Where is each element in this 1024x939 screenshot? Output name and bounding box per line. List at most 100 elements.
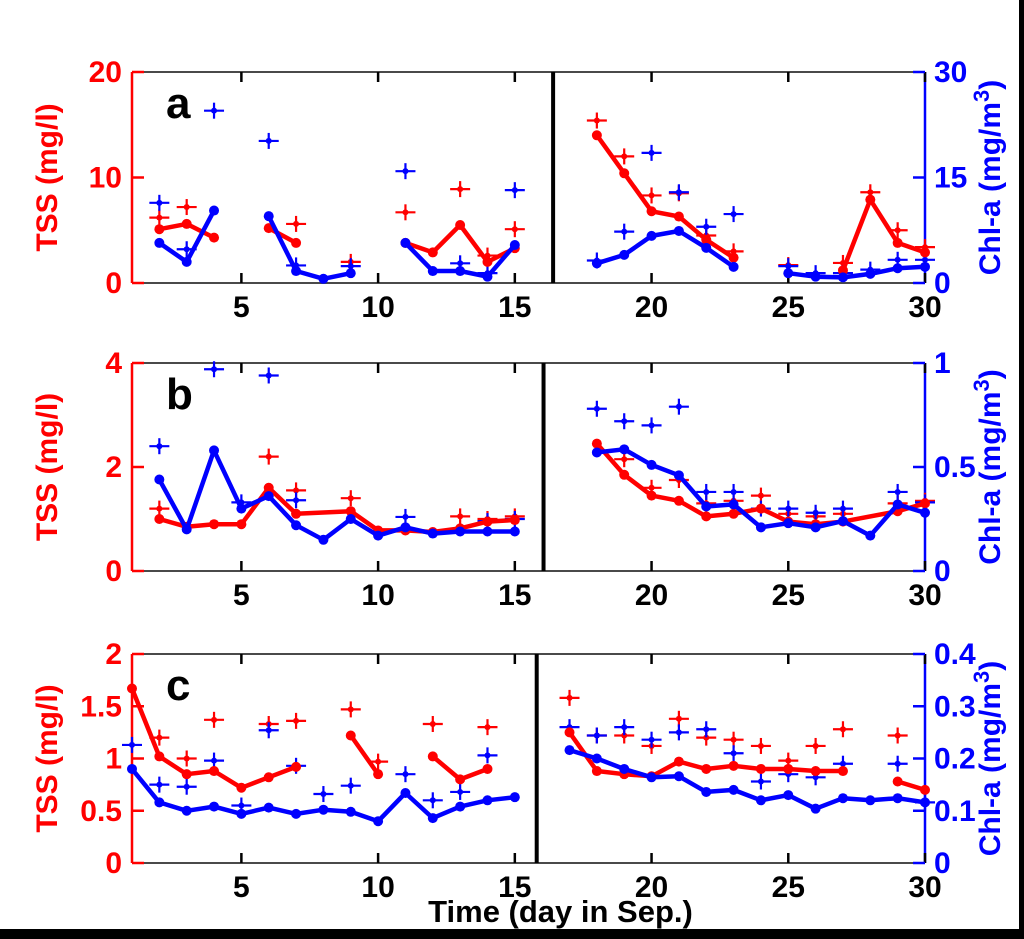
chla-insitu-line-point: [646, 772, 657, 783]
chla-insitu-line-point: [318, 534, 329, 545]
chla-insitu-line-point: [509, 240, 520, 251]
tss-insitu-line-point: [209, 519, 220, 530]
tss-insitu-line-point: [619, 168, 630, 179]
chla-insitu-line-point: [920, 797, 930, 808]
tss-insitu-line-point: [755, 503, 766, 514]
right-tick-label: 1: [934, 347, 951, 380]
tss-satellite-points-marker: [286, 712, 307, 729]
tss-insitu-line-point: [783, 763, 794, 774]
screen-edge-bottom: [0, 929, 1024, 939]
right-tick-label: 0.5: [934, 451, 976, 484]
chla-insitu-line-point: [837, 516, 848, 527]
chla-insitu-line-point: [728, 261, 739, 272]
chla-satellite-points-marker: [641, 144, 662, 161]
right-tick-label: 0.2: [934, 743, 976, 776]
tss-satellite-points-marker: [176, 750, 197, 767]
tss-insitu-line-point: [345, 506, 356, 517]
chla-insitu-line-point: [810, 271, 821, 282]
chla-satellite-points-marker: [723, 206, 744, 223]
tss-satellite-points-marker: [286, 215, 307, 232]
tss-insitu-line-point: [837, 766, 848, 777]
chla-insitu-line-point: [455, 526, 466, 537]
x-tick-label: 15: [498, 291, 531, 324]
chla-satellite-points-marker: [614, 223, 635, 240]
tss-insitu-line-point: [509, 515, 520, 526]
tss-insitu-line-segment: [266, 225, 299, 246]
chla-insitu-line-point: [810, 803, 821, 814]
chla-insitu-line-point: [783, 518, 794, 529]
panel-letter-c: c: [166, 661, 190, 710]
chla-satellite-points-marker: [614, 413, 635, 430]
tss-insitu-line-segment: [594, 133, 736, 260]
chla-insitu-line-point: [783, 268, 794, 279]
tss-insitu-line-point: [455, 774, 466, 785]
chla-satellite-points-marker: [313, 786, 334, 803]
chla-insitu-line-point: [236, 503, 247, 514]
tss-satellite-points-marker: [422, 716, 443, 733]
chla-insitu-line-point: [591, 753, 602, 764]
right-tick-label: 0: [934, 847, 951, 880]
chla-insitu-line-point: [837, 272, 848, 283]
right-tick-label: 30: [934, 56, 967, 89]
left-tick-label: 1.5: [80, 690, 122, 723]
left-tick-label: 2: [105, 638, 122, 671]
chla-satellite-points-marker: [176, 778, 197, 795]
chla-insitu-line-point: [920, 261, 930, 272]
chla-insitu-line-point: [373, 530, 384, 541]
tss-insitu-line-point: [291, 508, 302, 519]
tss-insitu-line-point: [236, 782, 247, 793]
chla-insitu-line-point: [837, 793, 848, 804]
chla-insitu-line-point: [810, 522, 821, 533]
chla-insitu-line-point: [673, 771, 684, 782]
left-tick-label: 1: [105, 743, 122, 776]
chla-satellite-points-marker: [395, 508, 416, 525]
tss-satellite-points-marker: [340, 490, 361, 507]
tss-insitu-line-point: [181, 218, 192, 229]
chla-insitu-line-point: [209, 445, 220, 456]
tss-satellite-points-marker: [559, 689, 580, 706]
chla-insitu-line-point: [318, 804, 329, 815]
chla-insitu-line-point: [755, 522, 766, 533]
chla-insitu-line-point: [865, 530, 876, 541]
chla-satellite-points-marker: [258, 132, 279, 149]
left-tick-label: 2: [105, 451, 122, 484]
chla-satellite-points-marker: [149, 438, 170, 455]
tss-insitu-line-point: [920, 784, 930, 795]
chla-satellite-points-marker: [504, 182, 525, 199]
tss-insitu-line-point: [427, 247, 438, 258]
tss-insitu-line-point: [892, 776, 903, 787]
tss-insitu-line-point: [373, 769, 384, 780]
chla-insitu-line-point: [154, 237, 165, 248]
tss-satellite-points-marker: [832, 721, 853, 738]
tss-insitu-line-point: [127, 683, 137, 694]
chla-satellite-points-marker: [258, 367, 279, 384]
chla-insitu-line-point: [701, 786, 712, 797]
left-axis-title: TSS (mg/l): [31, 393, 64, 541]
tss-insitu-line-point: [701, 511, 712, 522]
chla-insitu-line-point: [701, 501, 712, 512]
tss-satellite-points-marker: [450, 181, 471, 198]
tss-satellite-points-marker: [723, 731, 744, 748]
tss-insitu-line-point: [236, 519, 247, 530]
right-tick-label: 0: [934, 555, 951, 588]
tss-satellite-points-marker: [668, 710, 689, 727]
chla-satellite-points-marker: [204, 361, 225, 378]
tss-insitu-line-point: [154, 751, 165, 762]
tss-insitu-line: [127, 683, 930, 795]
chla-satellite-points-marker: [204, 102, 225, 119]
chla-insitu-line-point: [865, 268, 876, 279]
tss-insitu-line-point: [619, 469, 630, 480]
tss-insitu-line-point: [920, 247, 930, 258]
tss-insitu-line-point: [181, 769, 192, 780]
chla-insitu-line-point: [455, 266, 466, 277]
left-axis-title: TSS (mg/l): [31, 684, 64, 832]
chla-satellite-points-marker: [286, 492, 307, 509]
chla-satellite-points-marker: [696, 483, 717, 500]
tss-insitu-line-point: [646, 206, 657, 217]
chla-satellite-points-marker: [668, 398, 689, 415]
tss-insitu-line-point: [427, 751, 438, 762]
chla-insitu-line-point: [291, 266, 302, 277]
chla-insitu-line-point: [345, 514, 356, 524]
